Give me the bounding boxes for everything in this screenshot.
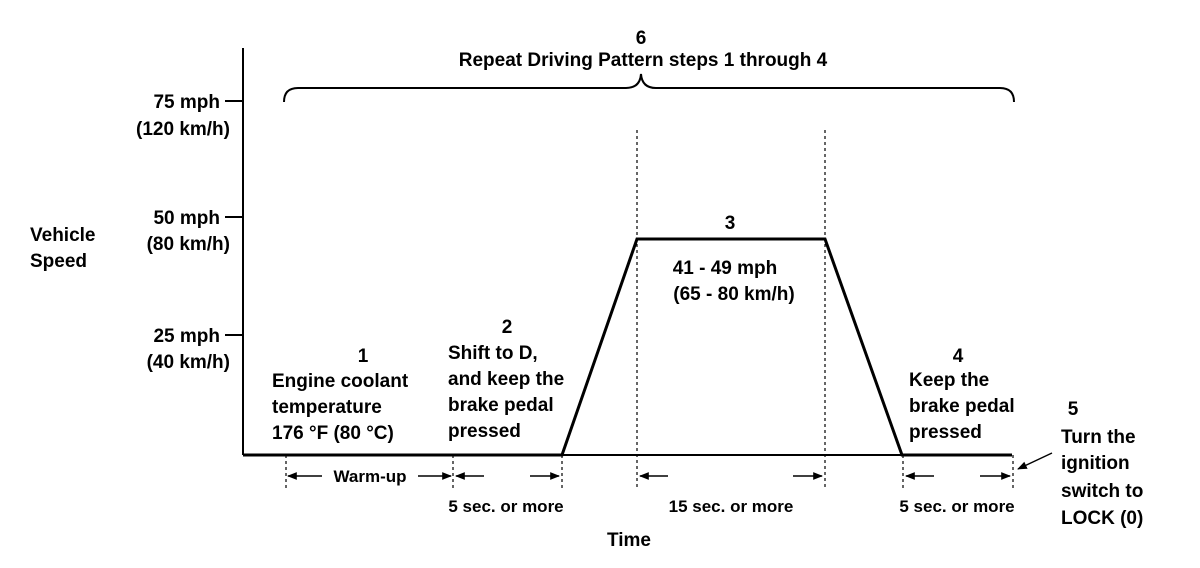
step2-line3: brake pedal bbox=[448, 395, 554, 416]
step6-number: 6 bbox=[636, 28, 647, 49]
duration-step3: 15 sec. or more bbox=[669, 497, 794, 516]
step1-line1: Engine coolant bbox=[272, 371, 409, 392]
step6-text: Repeat Driving Pattern steps 1 through 4 bbox=[459, 50, 828, 71]
duration-step2: 5 sec. or more bbox=[448, 497, 563, 516]
step5-line4: LOCK (0) bbox=[1061, 508, 1143, 529]
step3-number: 3 bbox=[725, 213, 736, 234]
y-axis-title-line1: Vehicle bbox=[30, 225, 96, 246]
step3-line1: 41 - 49 mph bbox=[673, 258, 778, 279]
duration-warmup: Warm-up bbox=[333, 467, 406, 486]
step2-number: 2 bbox=[502, 317, 513, 338]
step5-number: 5 bbox=[1068, 399, 1079, 420]
x-axis-title: Time bbox=[607, 530, 651, 551]
step1-line2: temperature bbox=[272, 397, 382, 418]
duration-step4: 5 sec. or more bbox=[899, 497, 1014, 516]
step5-line2: ignition bbox=[1061, 453, 1130, 474]
step5-line3: switch to bbox=[1061, 481, 1143, 502]
step2-line4: pressed bbox=[448, 421, 521, 442]
y-tick-label-75-mph: 75 mph bbox=[153, 92, 220, 113]
y-tick-label-25-mph: 25 mph bbox=[153, 326, 220, 347]
step3-line2: (65 - 80 km/h) bbox=[673, 284, 794, 305]
repeat-brace bbox=[283, 73, 1015, 103]
y-tick-label-25-kmh: (40 km/h) bbox=[147, 352, 230, 373]
step2-line1: Shift to D, bbox=[448, 343, 538, 364]
step5-pointer-arrow bbox=[1017, 452, 1053, 470]
y-tick-label-75-kmh: (120 km/h) bbox=[136, 119, 230, 140]
step5-line1: Turn the bbox=[1061, 427, 1136, 448]
step4-line3: pressed bbox=[909, 422, 982, 443]
step1-number: 1 bbox=[358, 346, 369, 367]
y-tick-label-50-mph: 50 mph bbox=[153, 208, 220, 229]
step2-line2: and keep the bbox=[448, 369, 564, 390]
speed-profile-line bbox=[243, 237, 1012, 457]
step1-line3: 176 °F (80 °C) bbox=[272, 423, 394, 444]
step4-line2: brake pedal bbox=[909, 396, 1015, 417]
step4-line1: Keep the bbox=[909, 370, 989, 391]
y-tick-label-50-kmh: (80 km/h) bbox=[147, 234, 230, 255]
step4-number: 4 bbox=[953, 346, 964, 367]
y-axis-title-line2: Speed bbox=[30, 251, 87, 272]
